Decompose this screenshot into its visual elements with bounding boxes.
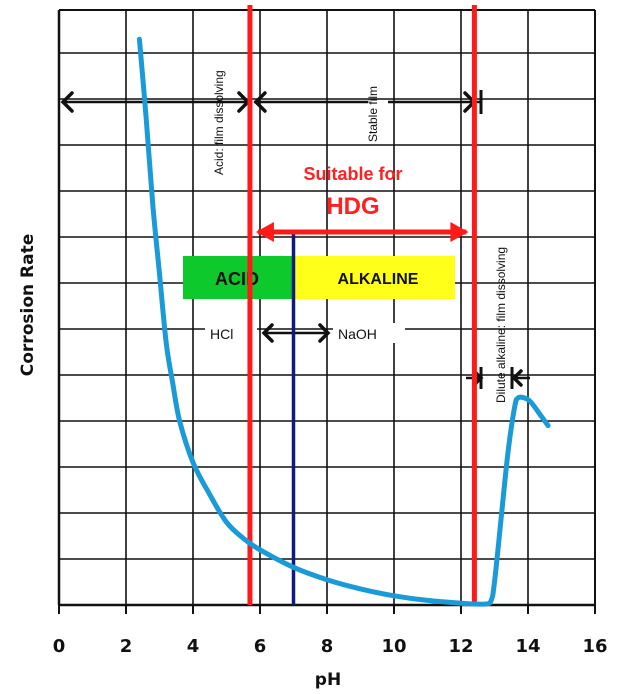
x-tick-label: 10 — [381, 636, 406, 657]
dilute-alkaline-label: Dilute alkaline: film dissolving — [494, 247, 508, 403]
hcl-label: HCl — [210, 326, 233, 342]
x-tick-label: 14 — [515, 636, 540, 657]
alkaline-box-label: ALKALINE — [338, 271, 419, 288]
naoh-bg — [333, 323, 405, 343]
x-tick-label: 8 — [321, 636, 334, 657]
alkaline-box — [295, 256, 455, 299]
suitable-label-line1: Suitable for — [303, 164, 402, 184]
suitable-label-line2: HDG — [326, 193, 379, 220]
y-axis-title: Corrosion Rate — [18, 234, 38, 376]
x-tick-label: 0 — [53, 636, 66, 657]
hcl-naoh-arrow — [261, 323, 331, 343]
stable-film-label: Stable film — [366, 86, 380, 142]
suitable-range-arrow — [255, 222, 469, 242]
acid-dissolving-label: Acid: film dissolving — [212, 70, 226, 175]
x-tick-label: 4 — [187, 636, 200, 657]
arrow-head — [261, 323, 274, 343]
naoh-label: NaOH — [338, 326, 377, 342]
range-arrows — [60, 90, 530, 389]
x-axis-title: pH — [315, 670, 341, 690]
corrosion-curve — [136, 36, 551, 607]
arrow-head — [60, 91, 74, 113]
acid-box — [183, 256, 295, 299]
x-tick-label: 6 — [254, 636, 267, 657]
arrow-head — [511, 369, 523, 387]
plot-frame — [57, 9, 596, 614]
arrow-head — [253, 91, 267, 113]
x-tick-label: 2 — [120, 636, 133, 657]
suitable-arrow-head — [450, 222, 469, 242]
x-tick-label: 16 — [582, 636, 607, 657]
arrow-head — [318, 323, 331, 343]
grid — [59, 10, 595, 605]
x-tick-label: 12 — [448, 636, 473, 657]
hcl-bg — [205, 323, 257, 343]
suitable-arrow-head — [255, 222, 274, 242]
reference-lines — [247, 5, 477, 605]
x-tick-labels: 0 2 4 6 8 10 12 14 16 — [53, 636, 608, 657]
